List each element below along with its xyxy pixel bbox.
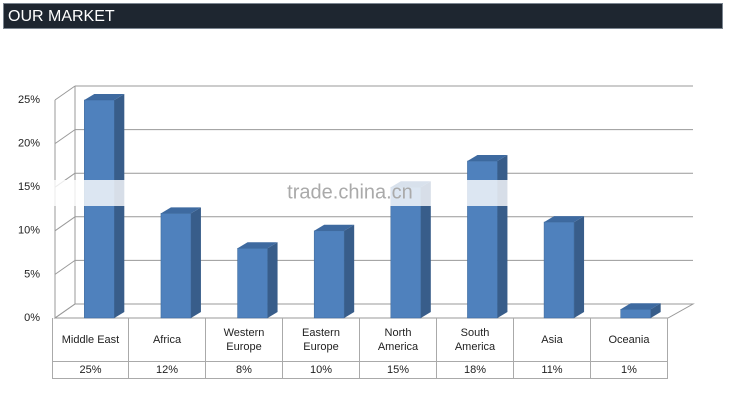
grid-line-side (54, 85, 76, 101)
bar-side (574, 216, 585, 318)
bar-side (190, 207, 201, 318)
bar (543, 216, 585, 319)
value-cell: 15% (360, 362, 437, 379)
bar-top (237, 242, 278, 249)
grid-line-side (54, 216, 76, 232)
category-cell: Asia (514, 318, 591, 362)
bar-side (650, 303, 661, 318)
y-tick-label: 25% (18, 94, 40, 106)
grid-line-side (54, 259, 76, 275)
category-cell: Middle East (52, 318, 129, 362)
bar (313, 224, 355, 319)
y-tick-label: 15% (18, 181, 40, 193)
y-tick-label: 5% (24, 268, 40, 280)
value-cell: 1% (591, 362, 668, 379)
category-cell: Africa (129, 318, 206, 362)
bar-front (313, 230, 345, 319)
value-cell: 18% (437, 362, 514, 379)
bar-side (267, 242, 278, 318)
watermark: trade.china.cn (287, 181, 413, 203)
value-cell: 12% (129, 362, 206, 379)
header-title: OUR MARKET (3, 3, 723, 29)
bar-top (160, 207, 201, 214)
bar-front (84, 99, 115, 319)
floor (53, 303, 695, 319)
bar-top (467, 155, 508, 162)
category-cell: North America (360, 318, 437, 362)
category-cell: South America (437, 318, 514, 362)
watermark-band (40, 180, 660, 206)
value-cell: 11% (514, 362, 591, 379)
bar-top (544, 216, 585, 223)
bar-top (314, 224, 355, 231)
y-tick-label: 0% (24, 312, 40, 324)
category-cell: Eastern Europe (283, 318, 360, 362)
grid-line-side (54, 303, 76, 319)
bar-top (620, 303, 661, 310)
bar-front (237, 247, 268, 319)
bar-front (620, 309, 651, 319)
category-cell: Western Europe (206, 318, 283, 362)
bar-front (390, 186, 422, 319)
bar-side (497, 155, 508, 318)
bar (160, 207, 201, 319)
bar (390, 181, 431, 319)
value-cell: 25% (52, 362, 129, 379)
bar-top (84, 94, 125, 100)
bar (620, 303, 661, 319)
category-cell: Oceania (591, 318, 668, 362)
value-cell: 10% (283, 362, 360, 379)
bar-side (420, 181, 431, 318)
bar-side (344, 224, 355, 318)
bar (237, 242, 278, 319)
bar (84, 94, 125, 319)
y-tick-label: 20% (18, 138, 40, 150)
value-cell: 8% (206, 362, 283, 379)
bar-front (160, 213, 192, 319)
bar (467, 155, 508, 319)
y-tick-label: 10% (18, 225, 40, 237)
grid-line-side (54, 129, 76, 145)
bar-front (543, 221, 575, 319)
